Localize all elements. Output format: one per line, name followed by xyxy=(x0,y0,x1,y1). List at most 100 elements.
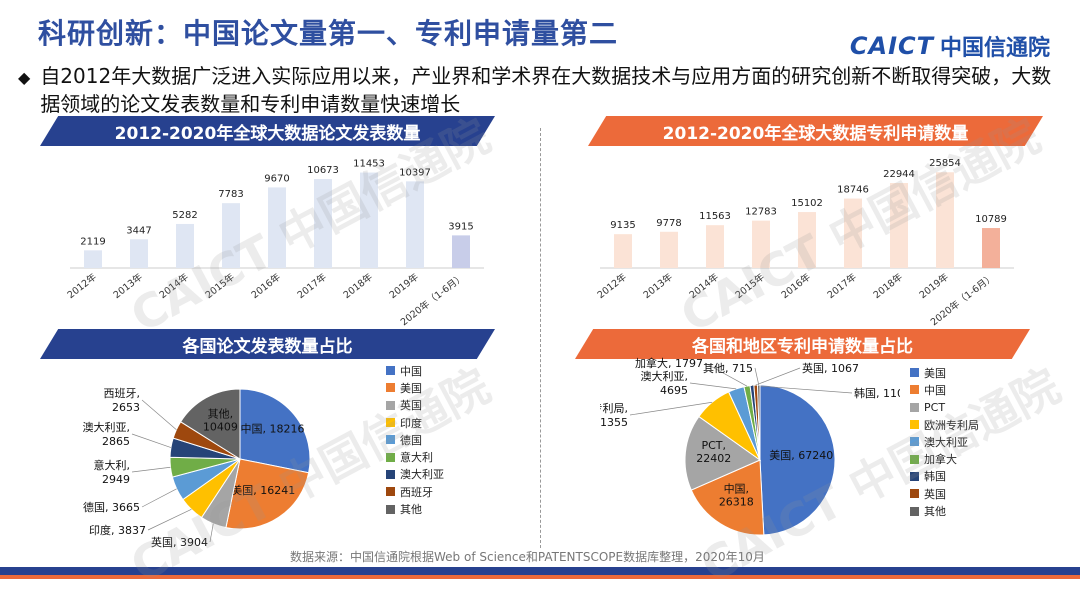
papers-legend-item: 德国 xyxy=(386,431,444,448)
papers-data-label: 2119 xyxy=(80,236,105,247)
papers-tick-label: 2015年 xyxy=(203,271,237,301)
patents-data-label: 11563 xyxy=(699,211,731,222)
pie-chart-patents: 美国, 67240 中国,26318 PCT,22402 欧洲专利局,11355 澳大利… xyxy=(600,356,900,536)
patents-pie-data-label: 澳大利亚, xyxy=(641,369,689,383)
patents-legend-item: 美国 xyxy=(910,364,979,381)
patents-pie-leader-line xyxy=(629,401,713,416)
patents-legend-label: 中国 xyxy=(924,383,946,397)
patents-tick-label: 2019年 xyxy=(917,271,951,301)
logo-cn: 中国信通院 xyxy=(939,36,1050,61)
papers-legend-swatch xyxy=(386,383,395,393)
papers-pie-leader-line xyxy=(209,523,214,543)
patents-legend-swatch xyxy=(910,454,919,464)
papers-pie-data-label: 英国, 3904 xyxy=(151,535,208,549)
bar-chart-patents: 9135 2012年 9778 2013年 11563 2014年 12783 2015年 15… xyxy=(595,158,1014,328)
patents-legend-item: 英国 xyxy=(910,485,979,502)
papers-pie-slice xyxy=(239,388,311,474)
papers-tick-label: 2016年 xyxy=(249,271,283,301)
papers-tick-label: 2017年 xyxy=(295,271,329,301)
papers-legend-swatch xyxy=(386,400,395,410)
patents-pie-slice xyxy=(757,384,761,461)
patents-data-label: 15102 xyxy=(791,198,823,209)
patents-legend-swatch xyxy=(910,489,919,499)
patents-bar xyxy=(982,228,1000,268)
patents-legend-item: 其他 xyxy=(910,502,979,519)
papers-data-label: 5282 xyxy=(172,210,197,221)
papers-tick-label: 2014年 xyxy=(157,271,191,301)
page-title: 科研创新：中国论文量第一、专利申请量第二 xyxy=(38,17,619,50)
papers-legend-label: 英国 xyxy=(400,399,422,413)
papers-tick-label: 2013年 xyxy=(111,271,145,301)
papers-data-label: 10673 xyxy=(307,165,339,176)
papers-legend-swatch xyxy=(386,418,395,428)
papers-bar xyxy=(222,203,240,268)
patents-bar xyxy=(890,183,908,268)
patents-pie-data-label: 26318 xyxy=(719,495,754,508)
papers-legend-item: 中国 xyxy=(386,362,444,379)
pie-chart-patents-title: 各国和地区专利申请数量占比 xyxy=(575,329,1030,359)
legend-patents: 美国中国 PCT 欧洲专利局 澳大利亚加拿大韩国 英国 其他 xyxy=(910,364,979,520)
patents-data-label: 25854 xyxy=(929,158,961,169)
papers-legend-label: 意大利 xyxy=(400,451,433,465)
patents-legend-swatch xyxy=(910,437,919,447)
papers-data-label: 11453 xyxy=(353,159,385,170)
patents-tick-label: 2014年 xyxy=(687,271,721,301)
patents-pie-data-label: 韩国, 1105 xyxy=(854,386,900,400)
patents-legend-swatch xyxy=(910,368,919,378)
papers-legend-swatch xyxy=(386,366,395,376)
pie-chart-papers-title: 各国论文发表数量占比 xyxy=(40,329,495,359)
patents-legend-item: 韩国 xyxy=(910,468,979,485)
papers-legend-swatch xyxy=(386,435,395,445)
papers-bar xyxy=(314,179,332,268)
patents-pie-data-label: 4695 xyxy=(660,384,688,397)
patents-legend-item: 欧洲专利局 xyxy=(910,416,979,433)
papers-data-label: 3915 xyxy=(448,221,473,232)
patents-pie-data-label: 22402 xyxy=(696,452,731,465)
patents-pie-data-label: 加拿大, 1797 xyxy=(635,356,703,370)
patents-tick-label: 2015年 xyxy=(733,271,767,301)
patents-bar xyxy=(752,220,770,268)
patents-bar xyxy=(706,225,724,268)
papers-data-label: 10397 xyxy=(399,167,431,178)
papers-pie-data-label: 其他, xyxy=(208,407,234,420)
patents-legend-label: 韩国 xyxy=(924,470,946,484)
patents-legend-item: 澳大利亚 xyxy=(910,433,979,450)
data-source: 数据来源：中国信通院根据Web of Science和PATENTSCOPE数据… xyxy=(290,550,765,564)
papers-legend-item: 印度 xyxy=(386,414,444,431)
papers-legend-swatch xyxy=(386,504,395,514)
papers-pie-data-label: 美国, 16241 xyxy=(231,484,295,497)
papers-legend-item: 美国 xyxy=(386,379,444,396)
patents-legend-item: PCT xyxy=(910,399,979,416)
papers-legend-label: 德国 xyxy=(400,433,422,447)
papers-pie-data-label: 西班牙, xyxy=(104,387,141,400)
papers-pie-leader-line xyxy=(141,399,177,430)
patents-data-label: 10789 xyxy=(975,214,1007,225)
intro-text: 自2012年大数据广泛进入实际应用以来，产业界和学术界在大数据技术与应用方面的研… xyxy=(40,64,1052,116)
patents-pie-leader-line xyxy=(751,385,853,394)
papers-pie-data-label: 中国, 18216 xyxy=(240,422,304,435)
papers-bar xyxy=(84,250,102,268)
papers-pie-slice xyxy=(180,388,241,460)
patents-tick-label: 2012年 xyxy=(595,271,629,301)
patents-pie-data-label: 其他, 715 xyxy=(703,362,753,375)
pie-chart-papers: 中国, 18216 美国, 16241 英国, 3904 印度, 3837 德国, 36… xyxy=(83,387,311,549)
patents-tick-label: 2018年 xyxy=(871,271,905,301)
patents-pie-data-label: 11355 xyxy=(600,416,628,429)
legend-papers: 中国 美国 英国 印度 德国 意大利 澳大利亚 西班牙 其他 xyxy=(386,362,444,518)
papers-legend-item: 澳大利亚 xyxy=(386,466,444,483)
papers-bar xyxy=(176,223,194,268)
papers-pie-data-label: 印度, 3837 xyxy=(89,523,146,537)
patents-data-label: 12783 xyxy=(745,207,777,218)
papers-pie-data-label: 2949 xyxy=(102,473,130,486)
papers-pie-data-label: 10409 xyxy=(203,420,238,433)
bar-chart-papers: 2119 2012年 3447 2013年 5282 2014年 7783 2015年 9670… xyxy=(65,159,484,328)
patents-legend-label: 加拿大 xyxy=(924,453,957,467)
papers-pie-leader-line xyxy=(131,433,172,448)
patents-legend-swatch xyxy=(910,506,919,516)
patents-legend-label: 欧洲专利局 xyxy=(924,418,979,432)
papers-legend-swatch xyxy=(386,469,395,479)
patents-pie-data-label: PCT, xyxy=(701,439,726,452)
papers-data-label: 7783 xyxy=(218,189,243,200)
patents-pie-leader-line xyxy=(704,362,748,387)
patents-pie-slice xyxy=(759,384,836,536)
